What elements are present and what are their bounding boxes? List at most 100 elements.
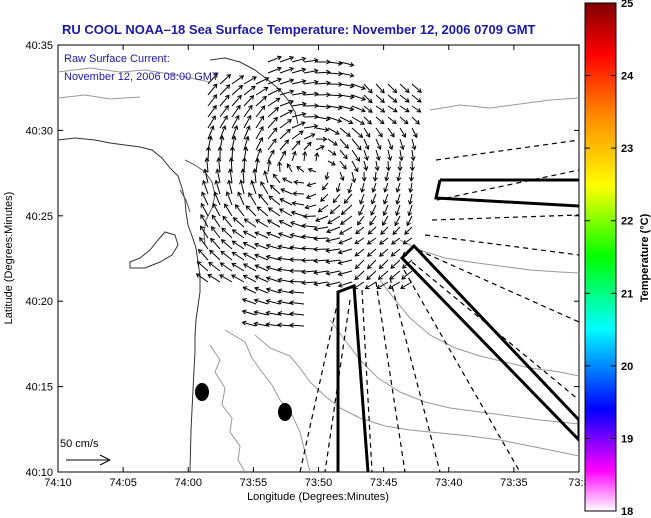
current-vector-head bbox=[289, 67, 295, 72]
colorbar-tick-label: 19 bbox=[621, 433, 633, 445]
current-vector-head bbox=[404, 230, 409, 235]
current-vector-head bbox=[241, 157, 247, 162]
current-vector bbox=[305, 204, 317, 209]
current-vector-head bbox=[260, 181, 265, 187]
current-vector-head bbox=[398, 156, 404, 162]
x-tick-label: 73:3 bbox=[568, 477, 589, 489]
current-vector-head bbox=[346, 132, 351, 138]
current-vector-head bbox=[213, 191, 219, 197]
current-vector bbox=[411, 138, 416, 150]
current-vector bbox=[266, 266, 281, 272]
current-vector-head bbox=[305, 194, 311, 200]
current-vector bbox=[371, 193, 377, 204]
current-vector-head bbox=[361, 96, 367, 101]
current-vector-head bbox=[388, 284, 393, 289]
current-vector-head bbox=[258, 193, 263, 199]
current-vector bbox=[327, 61, 342, 65]
current-vector bbox=[279, 100, 294, 107]
current-vector bbox=[255, 158, 259, 173]
current-vector bbox=[363, 116, 372, 125]
current-vector-head bbox=[354, 275, 360, 281]
current-vector-head bbox=[250, 179, 255, 185]
current-vector-head bbox=[209, 125, 215, 131]
current-vector-head bbox=[372, 176, 378, 182]
current-vector-head bbox=[369, 220, 374, 226]
current-vector-head bbox=[324, 127, 330, 133]
current-vector bbox=[231, 85, 243, 96]
current-vector-head bbox=[408, 188, 414, 194]
current-vector-head bbox=[256, 206, 262, 212]
current-vector bbox=[326, 259, 341, 263]
current-vector-head bbox=[289, 78, 295, 84]
current-vector bbox=[268, 207, 281, 217]
current-vector-head bbox=[242, 286, 248, 291]
current-vector bbox=[267, 160, 271, 173]
current-vector bbox=[242, 298, 257, 305]
current-vector bbox=[219, 84, 231, 96]
current-vector-head bbox=[214, 179, 220, 185]
current-vector-head bbox=[278, 208, 284, 213]
bay-outline bbox=[179, 159, 216, 246]
current-vector bbox=[279, 90, 294, 96]
current-vector-head bbox=[281, 177, 287, 183]
current-vector-head bbox=[199, 236, 204, 242]
current-vector bbox=[339, 226, 353, 235]
current-vector bbox=[363, 149, 368, 161]
current-vector bbox=[254, 254, 269, 261]
current-vector bbox=[379, 237, 389, 245]
current-vector bbox=[315, 145, 325, 151]
current-vector-head bbox=[228, 157, 234, 162]
current-vector bbox=[243, 115, 252, 129]
current-vector bbox=[254, 311, 269, 316]
current-vector bbox=[231, 125, 238, 140]
current-vector bbox=[282, 177, 293, 184]
current-vector bbox=[279, 129, 291, 140]
current-vector bbox=[243, 252, 257, 261]
current-vector-head bbox=[224, 203, 229, 209]
current-vector bbox=[220, 262, 233, 272]
current-vector-head bbox=[314, 91, 319, 97]
plot-area bbox=[57, 44, 580, 473]
current-vector bbox=[301, 281, 317, 284]
current-vector-head bbox=[331, 151, 337, 156]
current-vector-head bbox=[378, 252, 384, 257]
current-vector bbox=[338, 281, 353, 287]
current-vector bbox=[338, 259, 353, 264]
current-vector-head bbox=[265, 243, 271, 249]
current-vector bbox=[243, 136, 249, 151]
current-vector bbox=[326, 281, 341, 286]
current-vector-head bbox=[348, 119, 354, 125]
current-vector-head bbox=[212, 83, 218, 89]
current-vector bbox=[303, 125, 318, 129]
current-vector bbox=[391, 248, 401, 257]
current-vector bbox=[290, 313, 305, 316]
current-vector-head bbox=[254, 275, 260, 280]
current-vector bbox=[233, 217, 245, 228]
current-vector bbox=[387, 127, 395, 138]
current-vector bbox=[354, 237, 365, 245]
current-vector bbox=[266, 312, 281, 316]
current-vector bbox=[268, 195, 281, 206]
current-vector bbox=[204, 169, 209, 184]
current-vector-head bbox=[289, 232, 295, 238]
colorbar-tick-label: 24 bbox=[621, 71, 634, 83]
current-vector bbox=[290, 301, 305, 305]
current-vector-head bbox=[404, 98, 410, 103]
current-vector bbox=[278, 232, 293, 239]
current-vector bbox=[278, 312, 293, 316]
current-vector-head bbox=[260, 105, 266, 111]
current-vector-head bbox=[396, 176, 402, 182]
current-vector-head bbox=[223, 115, 228, 121]
current-vector bbox=[255, 86, 269, 96]
buoy-marker bbox=[278, 403, 292, 421]
current-vector-head bbox=[410, 156, 416, 162]
current-vector-head bbox=[242, 241, 248, 247]
current-vector-head bbox=[272, 138, 277, 144]
current-vector-head bbox=[365, 132, 371, 138]
current-vector-head bbox=[343, 154, 348, 160]
current-vector-head bbox=[277, 299, 283, 305]
y-tick-label: 40:15 bbox=[25, 382, 53, 394]
current-vector-head bbox=[211, 214, 217, 220]
current-vector-head bbox=[269, 149, 275, 155]
current-vector-head bbox=[360, 107, 366, 113]
